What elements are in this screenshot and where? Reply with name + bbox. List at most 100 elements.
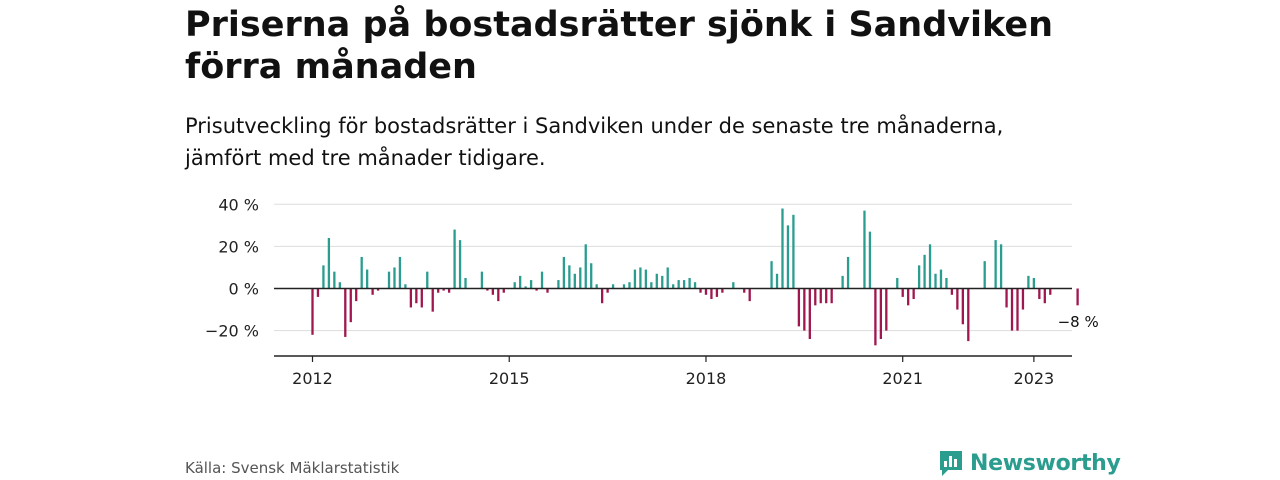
bar: [601, 288, 604, 304]
x-tick-label: 2021: [882, 369, 923, 388]
chart-subtitle: Prisutveckling för bostadsrätter i Sandv…: [185, 114, 1004, 170]
grid-lines: [274, 203, 1072, 332]
bar: [442, 288, 445, 291]
bar: [595, 284, 598, 289]
bar: [366, 269, 369, 289]
bar: [841, 275, 844, 289]
bar: [666, 267, 669, 289]
bar: [584, 244, 587, 289]
bar: [404, 284, 407, 289]
bar: [1021, 288, 1025, 310]
bar: [1027, 275, 1030, 289]
bar: [502, 288, 505, 293]
bar: [628, 282, 631, 289]
bar: [956, 288, 959, 310]
bar: [792, 214, 795, 289]
bar: [912, 288, 915, 300]
bar: [371, 288, 374, 295]
bar: [879, 288, 883, 340]
bar: [1043, 288, 1046, 304]
bar: [1076, 288, 1079, 306]
y-axis-labels: 40 % 20 % 0 % −20 %: [205, 195, 259, 340]
bar: [650, 282, 653, 289]
bar: [360, 256, 363, 289]
bar: [661, 275, 664, 289]
bar: [682, 280, 686, 289]
bar: [611, 284, 615, 289]
bar: [393, 267, 396, 289]
bar: [311, 288, 314, 335]
x-axis-labels: 2012 2015 2018 2021 2023: [292, 356, 1054, 388]
x-tick-label: 2015: [489, 369, 530, 388]
bar: [688, 277, 691, 289]
bar: [606, 288, 609, 293]
bar: [387, 271, 391, 289]
x-tick-label: 2012: [292, 369, 333, 388]
bar: [420, 288, 423, 308]
bar: [415, 288, 418, 304]
bar: [939, 269, 943, 289]
bar: [775, 273, 779, 289]
bar: [814, 288, 817, 306]
bar: [1032, 277, 1036, 289]
bar: [344, 288, 347, 337]
bar: [316, 288, 320, 297]
bar: [967, 288, 970, 342]
bar: [896, 277, 899, 289]
bar: [677, 280, 680, 289]
bar: [1010, 288, 1014, 331]
y-tick-label: 20 %: [218, 237, 259, 256]
bar: [945, 277, 948, 289]
bar: [983, 261, 986, 289]
bar: [803, 288, 806, 331]
bar: [950, 288, 954, 295]
bar: [885, 288, 888, 331]
bar: [437, 288, 440, 293]
bar: [901, 288, 904, 297]
axes: [274, 287, 1072, 357]
bar: [639, 267, 642, 289]
bar: [447, 288, 451, 293]
bar: [409, 288, 413, 308]
last-value-annotation: −8 %: [1058, 313, 1099, 331]
bar: [480, 271, 484, 289]
bar: [797, 288, 801, 327]
bar: [529, 280, 533, 289]
bar: [819, 288, 822, 304]
bar: [562, 256, 566, 289]
bar: [655, 273, 658, 289]
price-change-chart: 40 % 20 % 0 % −20 % 2012 2015 2018 2021 2023 −8…: [205, 195, 1099, 388]
bar: [846, 256, 850, 289]
bar: [622, 284, 626, 289]
bar: [398, 256, 402, 289]
bar: [338, 282, 341, 289]
bar: [557, 280, 560, 289]
bar: [426, 271, 429, 289]
bar: [715, 288, 719, 297]
bar: [1016, 288, 1019, 331]
bar: [808, 288, 811, 340]
bar: [732, 282, 735, 289]
bar: [786, 225, 790, 289]
bar: [519, 275, 522, 289]
bar: [863, 210, 866, 289]
bar: [699, 288, 702, 293]
bar: [770, 261, 773, 289]
bar: [961, 288, 964, 325]
bar: [721, 288, 724, 293]
bar: [486, 288, 489, 291]
y-tick-label: 40 %: [218, 195, 259, 214]
bar: [928, 244, 932, 289]
bar: [830, 288, 833, 304]
bar: [907, 288, 910, 306]
bar: [633, 269, 637, 289]
bar: [376, 288, 380, 291]
bar: [748, 288, 751, 302]
bar: [704, 288, 708, 295]
bars: [311, 208, 1079, 346]
bar: [458, 240, 462, 289]
bar: [874, 288, 877, 346]
bar: [573, 273, 576, 289]
bar: [524, 286, 527, 289]
bar: [672, 284, 675, 289]
